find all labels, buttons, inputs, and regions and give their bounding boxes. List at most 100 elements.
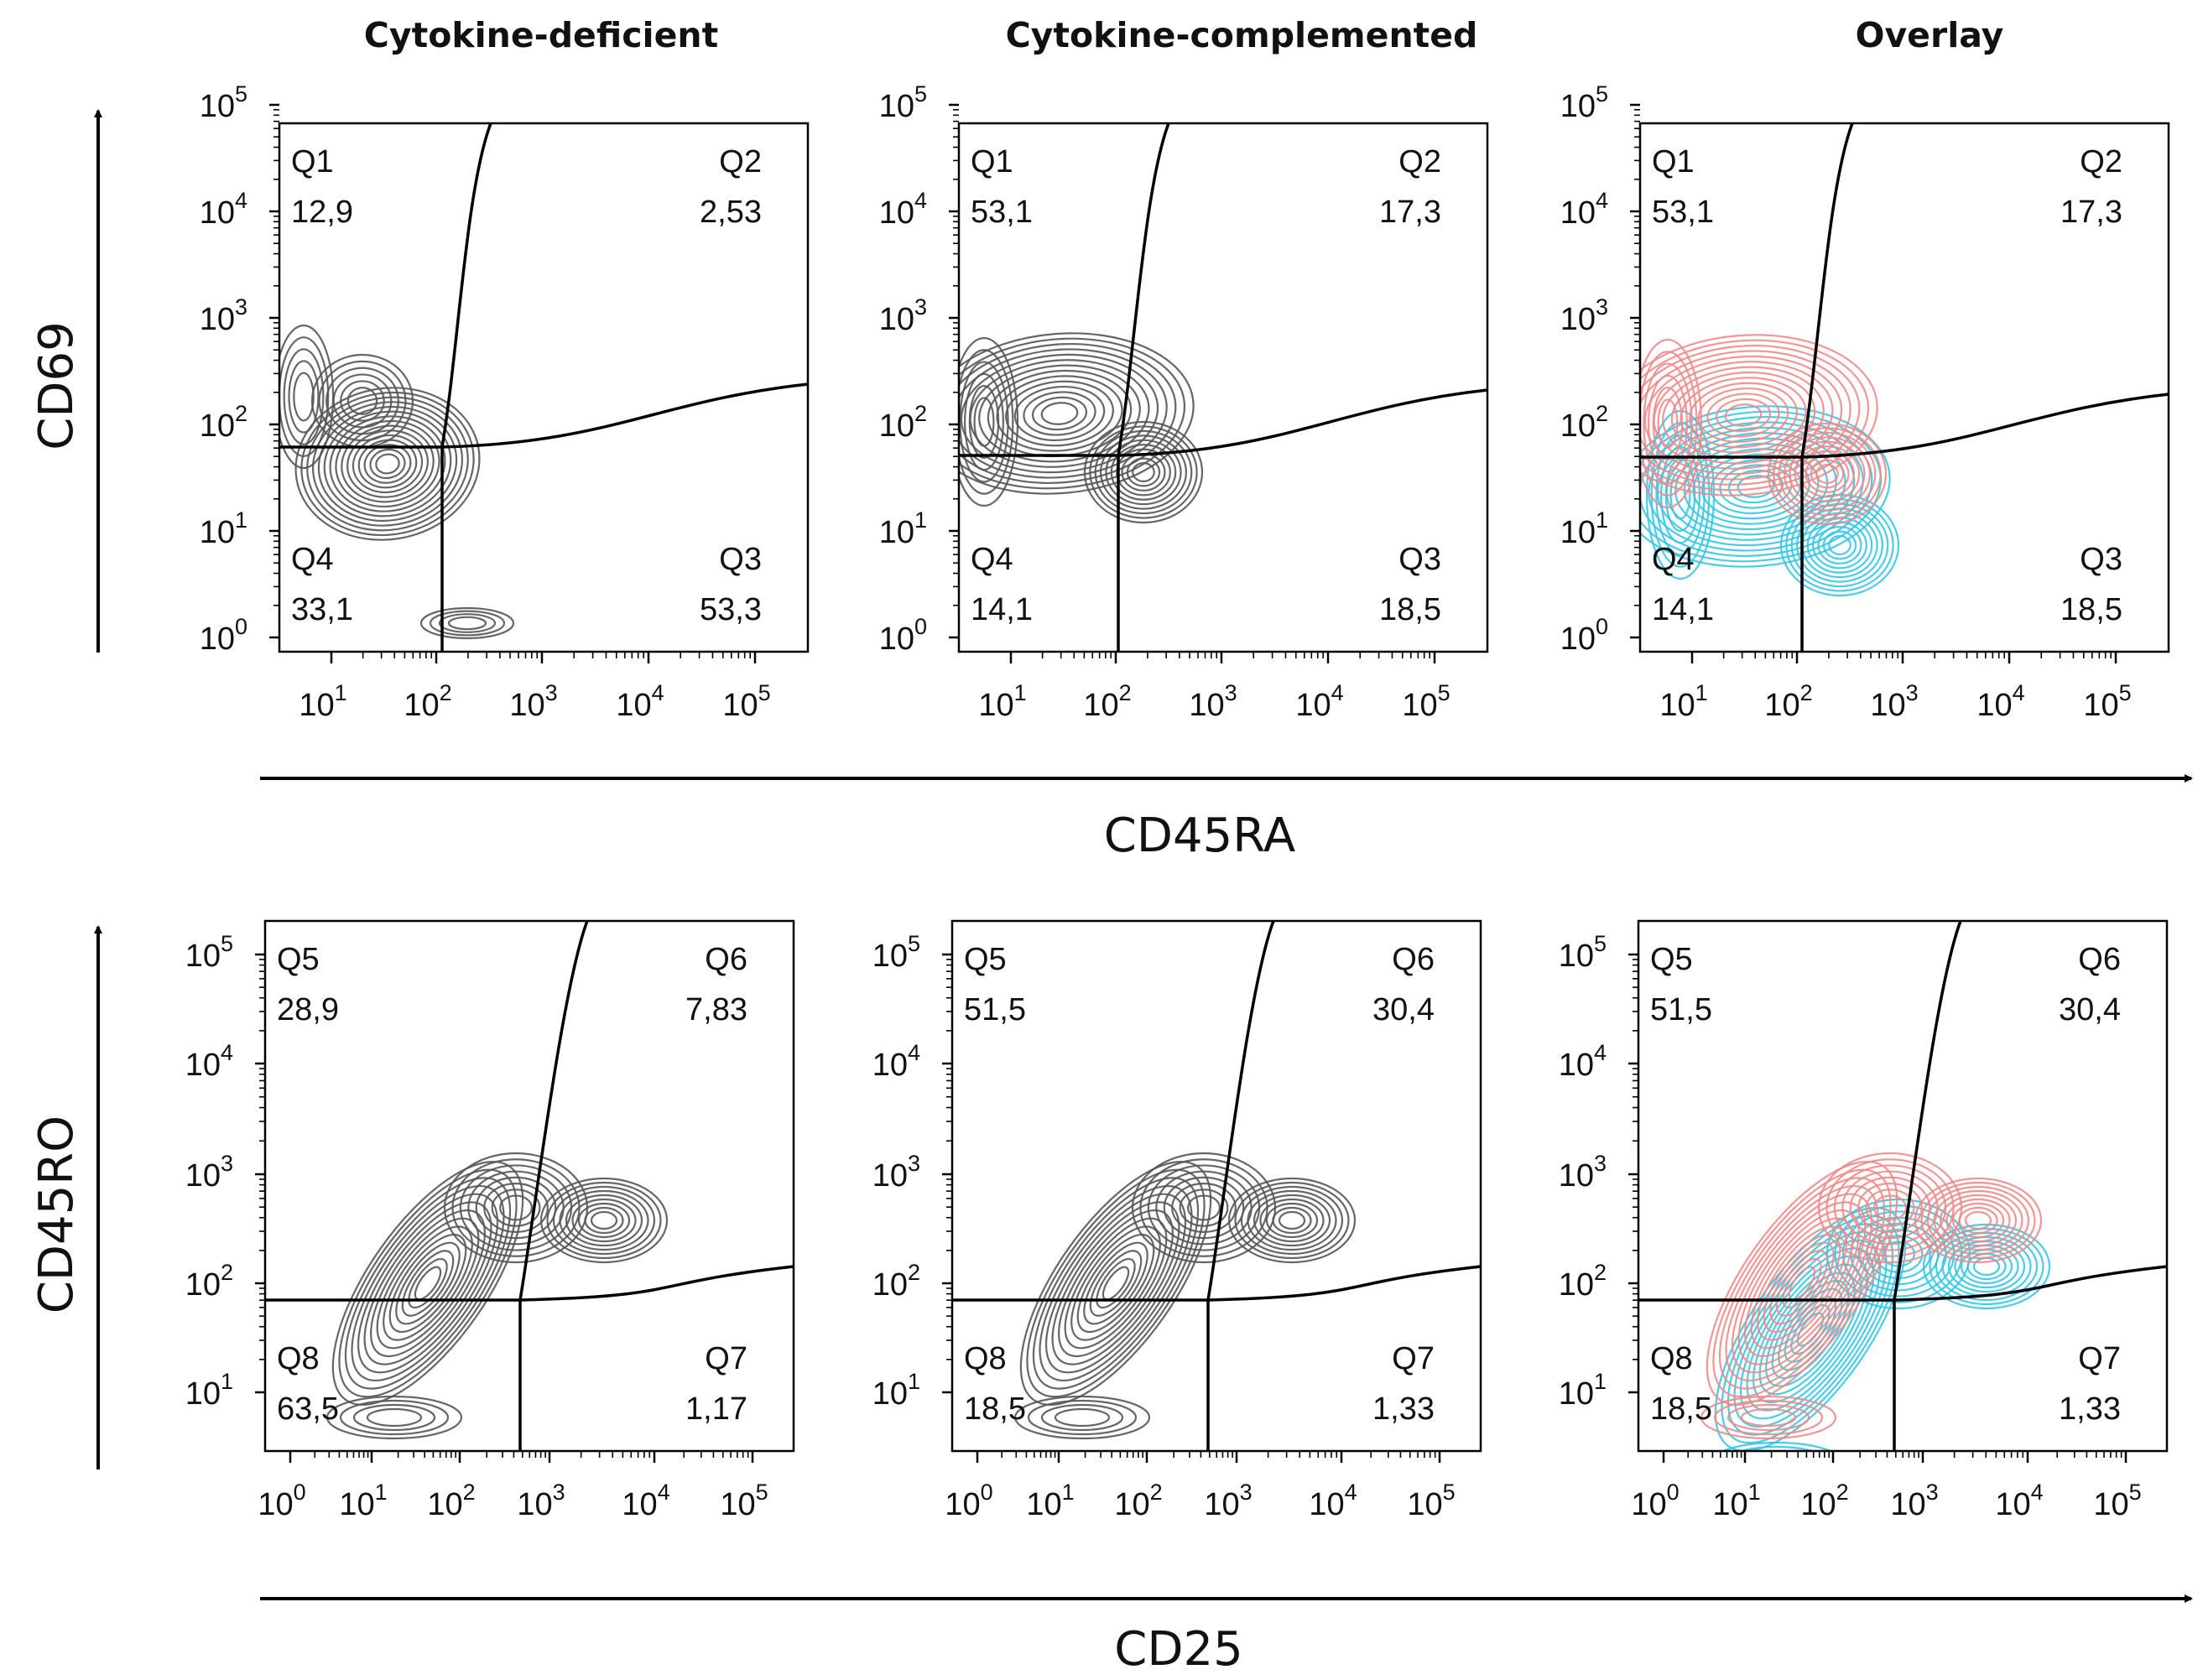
x-tick-label: 102 <box>1083 680 1131 723</box>
contour-line <box>1027 1399 1138 1436</box>
contour-line <box>1914 1177 2043 1264</box>
contour-line <box>1655 434 1706 556</box>
y-tick-label: 102 <box>200 401 247 444</box>
contour-line <box>1227 1177 1357 1264</box>
x-tick-label: 105 <box>1407 1480 1455 1522</box>
contour-line <box>1662 366 1825 465</box>
x-tick-label: 104 <box>616 680 664 723</box>
contour-line <box>1272 1206 1312 1235</box>
x-tick-label: 100 <box>258 1480 305 1522</box>
quadrant-value-q8: 18,5 <box>964 1391 1026 1427</box>
contour-line <box>447 616 487 631</box>
quadrant-value-q7: 1,33 <box>2059 1391 2121 1427</box>
y-tick-label: 100 <box>200 614 247 657</box>
contour-line <box>388 1233 467 1334</box>
y-tick-label: 101 <box>185 1369 233 1412</box>
y-tick-label: 104 <box>879 188 927 231</box>
quadrant-name-q5: Q5 <box>964 942 1007 977</box>
contour-line <box>1929 1227 2044 1306</box>
quadrant-value-q5: 51,5 <box>1650 992 1712 1027</box>
x-tick-label: 101 <box>1659 680 1707 723</box>
quadrant-name-q4: Q4 <box>291 542 334 577</box>
quadrant-value-q1: 12,9 <box>291 195 353 230</box>
quadrant-value-q8: 18,5 <box>1650 1391 1712 1427</box>
x-tick-label: 102 <box>427 1480 475 1522</box>
y-tick-label: 105 <box>872 931 920 974</box>
row1-y-axis-label: CD69 <box>29 321 84 450</box>
contour-line <box>475 1176 557 1240</box>
x-tick-label: 103 <box>1870 680 1918 723</box>
contour-line <box>317 405 458 523</box>
contour-line <box>1247 1189 1337 1251</box>
contour-line <box>1652 387 1684 460</box>
contour-line <box>1713 1399 1824 1436</box>
contour-line <box>584 1206 624 1235</box>
contour-plot <box>1013 1152 1357 1440</box>
contour-line <box>1023 391 1096 436</box>
contour-line <box>1933 1189 2023 1251</box>
x-tick-label: 104 <box>622 1480 669 1522</box>
contour-line <box>1094 429 1193 515</box>
y-tick-label: 102 <box>1560 401 1608 444</box>
contour-plot <box>279 324 515 640</box>
contour-line <box>1873 1194 1907 1221</box>
quadrant-value-q3: 18,5 <box>1379 592 1441 627</box>
contour-line <box>483 1183 549 1233</box>
contour-line <box>1132 461 1155 483</box>
row2-x-axis-label: CD25 <box>1114 1622 1242 1677</box>
contour-line <box>1240 1185 1344 1256</box>
contour-line <box>577 1202 631 1239</box>
x-tick-label: 102 <box>404 680 451 723</box>
x-tick-label: 101 <box>1026 1480 1074 1522</box>
contour-line <box>1822 530 1857 560</box>
curved-horizontal-gate <box>1893 1265 2168 1302</box>
y-tick-label: 103 <box>185 1151 233 1194</box>
quadrant-name-q3: Q3 <box>1398 542 1441 577</box>
contour-line <box>293 372 315 422</box>
contour-line <box>375 453 400 475</box>
contour-line <box>978 364 1141 463</box>
quadrant-value-q6: 30,4 <box>2059 992 2121 1027</box>
x-tick-label: 101 <box>1712 1480 1760 1522</box>
y-tick-label: 103 <box>200 294 247 337</box>
y-tick-label: 104 <box>185 1040 233 1083</box>
contour-line <box>559 1189 649 1251</box>
contour-line <box>1710 459 1802 514</box>
x-tick-label: 101 <box>978 680 1026 723</box>
contour-line <box>357 439 418 489</box>
contour-line <box>1761 1449 1793 1451</box>
contour-line <box>959 361 1009 483</box>
x-tick-label: 103 <box>509 680 557 723</box>
contour-line <box>408 1257 448 1309</box>
x-tick-label: 100 <box>1631 1480 1679 1522</box>
contour-line <box>1750 1455 1804 1472</box>
contour-line <box>1116 448 1171 497</box>
quadrant-value-q6: 30,4 <box>1372 992 1435 1027</box>
column-title-deficient: Cytokine-deficient <box>363 15 719 55</box>
contour-line <box>1724 403 1763 427</box>
contour-line <box>1794 445 1861 502</box>
y-tick-label: 101 <box>1559 1369 1607 1412</box>
quadrant-value-q4: 14,1 <box>971 592 1033 627</box>
contour-line <box>959 337 1186 490</box>
contour-line <box>338 1168 518 1398</box>
y-tick-label: 101 <box>1560 507 1608 550</box>
contour-line <box>1689 382 1798 449</box>
contour-line <box>959 336 1019 507</box>
x-tick-label: 104 <box>1309 1480 1357 1522</box>
y-tick-label: 102 <box>879 401 927 444</box>
contour-line <box>283 348 325 445</box>
contour-line <box>363 444 412 484</box>
contour-line <box>565 1194 643 1247</box>
contour-line <box>1737 1445 1816 1451</box>
contour-line <box>996 375 1123 452</box>
row1-x-axis-label: CD45RA <box>1104 809 1295 863</box>
quadrant-value-q6: 7,83 <box>685 992 747 1027</box>
contour-line <box>1865 1188 1915 1227</box>
x-tick-label: 104 <box>1295 680 1343 723</box>
column-title-overlay: Overlay <box>1855 15 2004 55</box>
contour-line <box>1778 431 1877 517</box>
y-tick-label: 101 <box>872 1369 920 1412</box>
y-tick-label: 104 <box>200 188 247 231</box>
plot-frame <box>957 122 1489 653</box>
